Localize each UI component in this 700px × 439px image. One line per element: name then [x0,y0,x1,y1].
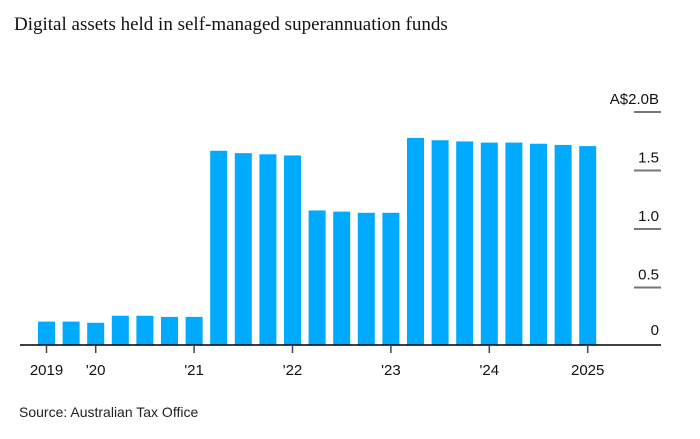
bar [480,142,498,345]
bar [456,141,474,345]
bar [161,316,178,345]
bar [136,315,154,345]
bar [38,321,55,345]
bar [308,210,326,345]
y-tick-label: A$2.0B [610,91,659,108]
bar [259,154,277,345]
x-tick-label: '21 [184,362,204,379]
bar [333,211,351,345]
bar [530,143,547,345]
bar [185,316,203,345]
bar [357,212,375,345]
bar [234,153,252,345]
y-tick-label: 0 [651,322,659,339]
x-tick-label: '22 [283,362,303,379]
bar [111,315,129,345]
x-tick-label: '24 [480,362,500,379]
x-tick-label: 2025 [571,362,604,379]
bar [505,142,523,345]
bar [431,140,449,345]
bar [407,137,424,345]
y-tick-label: 0.5 [638,267,659,284]
bar [62,321,80,345]
bar [87,322,105,345]
x-tick-label: '20 [86,362,106,379]
chart-title: Digital assets held in self-managed supe… [14,14,448,35]
y-tick-label: 1.5 [638,150,659,167]
source-note: Source: Australian Tax Office [19,404,199,420]
y-tick-label: 1.0 [638,208,659,225]
bar [382,212,400,345]
bar [579,146,597,345]
bar [210,150,228,345]
bar [554,144,572,345]
x-tick-label: '23 [381,362,401,379]
x-tick-label: 2019 [30,362,63,379]
bar [284,155,301,345]
